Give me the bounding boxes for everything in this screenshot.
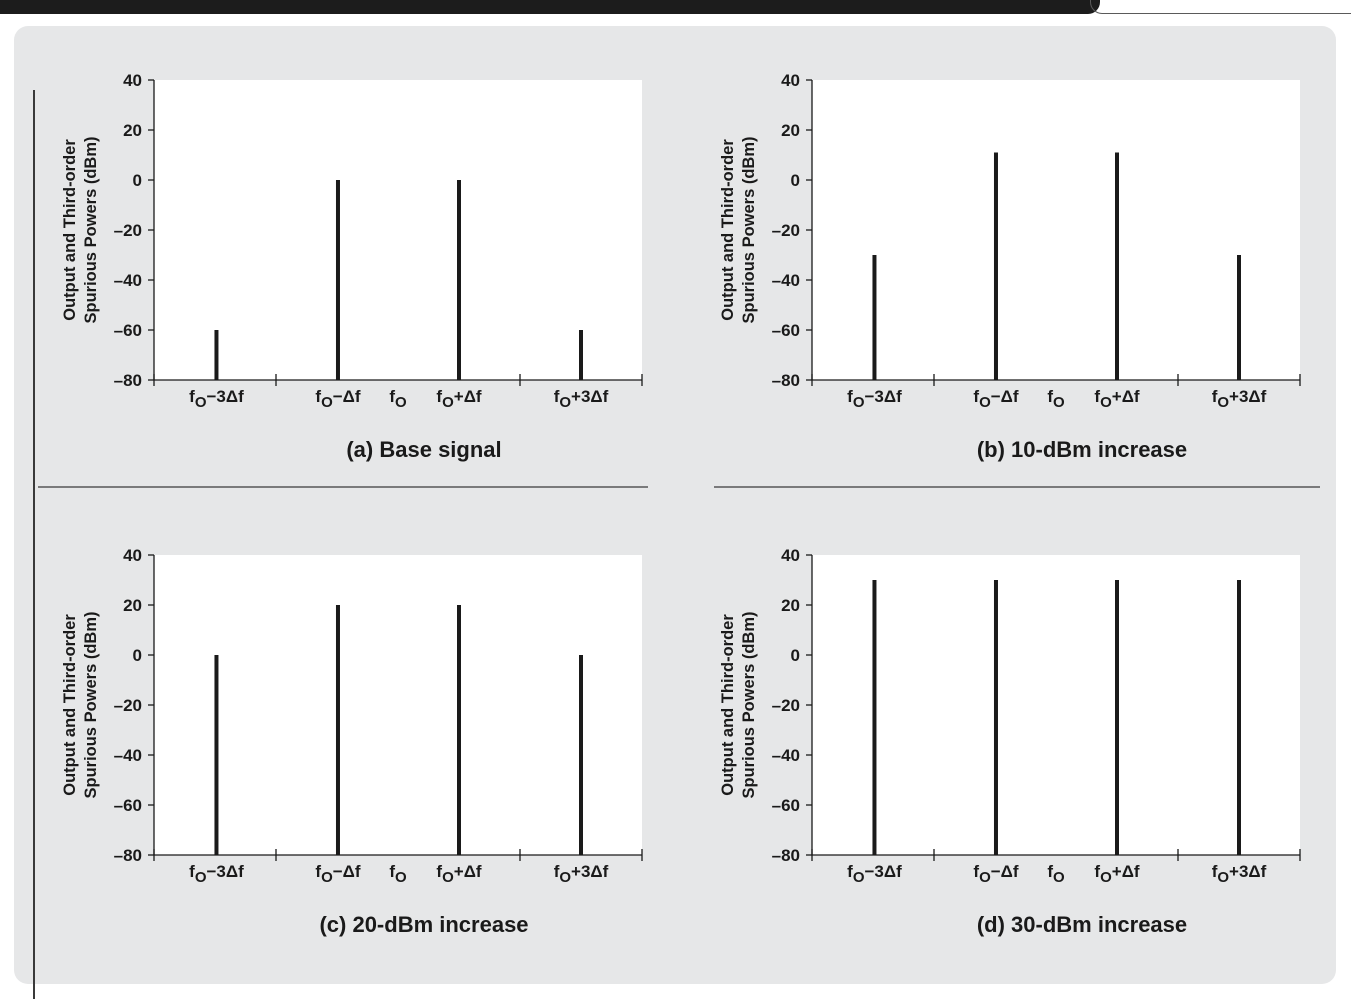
bar-4	[1237, 255, 1241, 380]
y-tick-label: 0	[791, 171, 800, 190]
y-tick-label: 0	[133, 646, 142, 665]
bar-4	[579, 655, 583, 855]
x-tick-label: fO+Δf	[436, 862, 481, 886]
y-tick-label: 40	[781, 546, 800, 565]
y-tick-label: –20	[114, 696, 142, 715]
y-tick-label: –80	[772, 846, 800, 865]
x-tick-label: fO−Δf	[973, 862, 1018, 886]
bar-2	[993, 580, 998, 855]
plot-area	[154, 80, 642, 380]
header-bar	[0, 0, 1100, 14]
x-tick-label: fO−3Δf	[847, 862, 902, 886]
bar-3	[1115, 152, 1119, 380]
x-tick-label: fO	[389, 387, 407, 411]
y-tick-label: –20	[114, 221, 142, 240]
bar-3	[1115, 580, 1119, 855]
x-tick-label: fO+3Δf	[554, 862, 609, 886]
plot-area	[812, 555, 1300, 855]
left-margin-rule	[33, 90, 35, 999]
plot-area	[812, 80, 1300, 380]
x-tick-label: fO−3Δf	[847, 387, 902, 411]
y-tick-label: 0	[791, 646, 800, 665]
bar-3	[457, 605, 461, 855]
y-tick-label: –40	[772, 271, 800, 290]
bar-2	[335, 605, 340, 855]
chart-panel-d: 40 20 0 –20 –40 –60 –80 fO−3Δf fO−Δf fO fO+Δf fO+3Δ…	[719, 546, 1301, 937]
y-tick-label: –80	[114, 846, 142, 865]
y-axis-label: Output and Third-order Spurious Powers (d…	[61, 611, 100, 798]
x-tick-label: fO−3Δf	[189, 387, 244, 411]
x-tick-label: fO+3Δf	[1212, 862, 1267, 886]
y-tick-label: –20	[772, 696, 800, 715]
chart-caption: (b) 10-dBm increase	[977, 437, 1187, 462]
chart-panel-c: 40 20 0 –20 –40 –60 –80 fO−3Δf fO−Δf fO fO+Δf fO+3Δ…	[61, 546, 643, 937]
y-tick-label: –60	[772, 796, 800, 815]
x-tick-label: fO+Δf	[1094, 387, 1139, 411]
bar-1	[214, 330, 219, 380]
bar-1	[214, 655, 219, 855]
x-tick-label: fO+3Δf	[1212, 387, 1267, 411]
chart-panel-a: 40 20 0 –20 –40 –60 –80 fO−3Δf fO−Δf fO fO+Δf fO+3Δ…	[38, 71, 648, 488]
x-tick-label: fO	[1047, 387, 1065, 411]
chart-caption: (a) Base signal	[346, 437, 501, 462]
bar-4	[579, 330, 583, 380]
y-tick-label: 40	[123, 546, 142, 565]
y-tick-label: –40	[114, 746, 142, 765]
y-tick-label: 40	[123, 71, 142, 90]
bar-2	[993, 152, 998, 380]
y-tick-label: –60	[114, 321, 142, 340]
chart-caption: (d) 30-dBm increase	[977, 912, 1187, 937]
x-tick-label: fO−Δf	[315, 862, 360, 886]
bar-2	[335, 180, 340, 380]
y-tick-label: –60	[114, 796, 142, 815]
y-tick-label: –80	[114, 371, 142, 390]
bar-4	[1237, 580, 1241, 855]
x-tick-label: fO−Δf	[315, 387, 360, 411]
x-tick-label: fO+Δf	[1094, 862, 1139, 886]
chart-caption: (c) 20-dBm increase	[319, 912, 528, 937]
y-tick-label: 20	[781, 121, 800, 140]
y-tick-label: 20	[781, 596, 800, 615]
y-tick-label: 20	[123, 596, 142, 615]
bar-1	[872, 255, 877, 380]
x-tick-label: fO	[389, 862, 407, 886]
y-tick-label: 20	[123, 121, 142, 140]
y-tick-label: –60	[772, 321, 800, 340]
y-axis-label: Output and Third-order Spurious Powers (d…	[61, 136, 100, 323]
x-tick-label: fO+Δf	[436, 387, 481, 411]
chart-panel-b: 40 20 0 –20 –40 –60 –80 fO−3Δf fO−Δf fO fO+Δf fO+3Δ…	[714, 71, 1320, 488]
y-tick-label: –40	[772, 746, 800, 765]
x-tick-label: fO	[1047, 862, 1065, 886]
bar-3	[457, 180, 461, 380]
y-tick-label: 40	[781, 71, 800, 90]
y-tick-label: –40	[114, 271, 142, 290]
y-tick-label: –80	[772, 371, 800, 390]
y-axis-label: Output and Third-order Spurious Powers (d…	[719, 611, 758, 798]
x-tick-label: fO−Δf	[973, 387, 1018, 411]
header-rule	[1090, 0, 1351, 14]
x-tick-label: fO+3Δf	[554, 387, 609, 411]
y-axis-label: Output and Third-order Spurious Powers (d…	[719, 136, 758, 323]
plot-area	[154, 555, 642, 855]
x-tick-label: fO−3Δf	[189, 862, 244, 886]
bar-1	[872, 580, 877, 855]
y-tick-label: 0	[133, 171, 142, 190]
y-tick-label: –20	[772, 221, 800, 240]
